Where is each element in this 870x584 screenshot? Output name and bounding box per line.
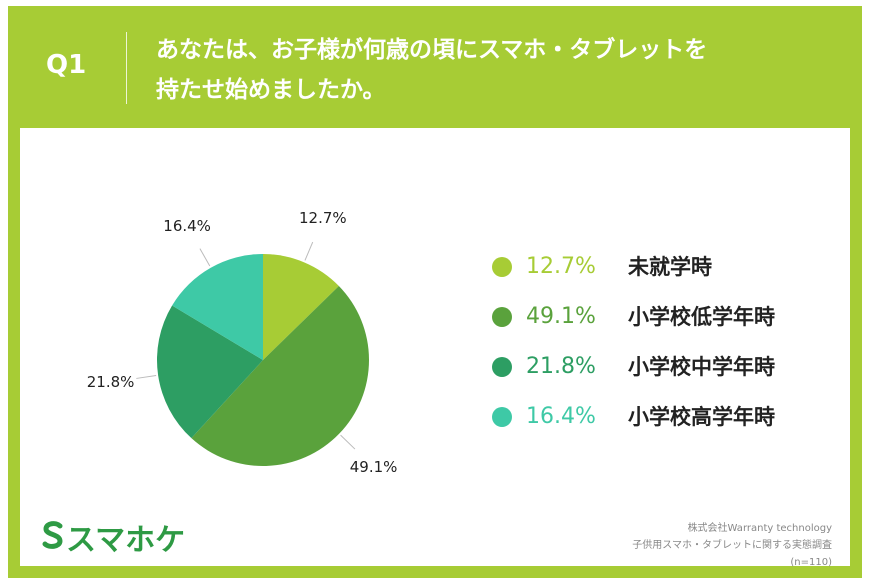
- pie-slice: [191, 285, 370, 467]
- logo-text: スマホケ: [66, 523, 186, 558]
- legend-label: 小学校高学年時: [628, 405, 775, 429]
- leader-line: [340, 434, 356, 450]
- legend-swatch: [492, 357, 512, 377]
- leader-line: [199, 248, 211, 267]
- legend-item: 49.1% 小学校低学年時: [492, 302, 812, 332]
- slice-label: 12.7%: [299, 209, 347, 227]
- legend-label: 小学校低学年時: [628, 305, 775, 329]
- legend-swatch: [492, 307, 512, 327]
- legend-value: 49.1%: [526, 304, 596, 329]
- legend-swatch: [492, 407, 512, 427]
- header-divider: [126, 32, 127, 104]
- legend-item: 21.8% 小学校中学年時: [492, 352, 812, 382]
- pie-slice: [157, 305, 263, 439]
- source-sample: (n=110): [790, 557, 832, 568]
- question-line-2: 持たせ始めましたか。: [156, 77, 386, 103]
- legend-value: 21.8%: [526, 354, 596, 379]
- legend-value: 16.4%: [526, 404, 596, 429]
- slice-label: 21.8%: [87, 373, 135, 391]
- source-note: 株式会社Warranty technology 子供用スマホ・タブレットに関する…: [632, 520, 832, 571]
- pie-slice: [263, 254, 339, 360]
- question-header: Q1 あなたは、お子様が何歳の頃にスマホ・タブレットを 持たせ始めましたか。: [8, 6, 862, 128]
- leader-line: [136, 375, 157, 379]
- legend-value: 12.7%: [526, 254, 596, 279]
- source-company: 株式会社Warranty technology: [687, 523, 832, 534]
- slice-label: 49.1%: [350, 458, 398, 476]
- question-line-1: あなたは、お子様が何歳の頃にスマホ・タブレットを: [156, 37, 708, 63]
- leader-line: [304, 241, 314, 261]
- question-text: あなたは、お子様が何歳の頃にスマホ・タブレットを 持たせ始めましたか。: [156, 30, 836, 110]
- pie-slice: [172, 254, 263, 360]
- slice-label: 16.4%: [163, 217, 211, 235]
- chart-panel: 12.7% 49.1% 21.8% 16.4% 12.7% 未就学時 49.1% 小学…: [20, 128, 850, 568]
- legend-swatch: [492, 257, 512, 277]
- chart-frame: Q1 あなたは、お子様が何歳の頃にスマホ・タブレットを 持たせ始めましたか。 1…: [8, 6, 862, 578]
- source-survey: 子供用スマホ・タブレットに関する実態調査: [632, 540, 832, 551]
- legend-label: 小学校中学年時: [628, 355, 775, 379]
- pie-chart: 12.7% 49.1% 21.8% 16.4%: [87, 209, 398, 476]
- legend-item: 16.4% 小学校高学年時: [492, 402, 812, 432]
- legend-item: 12.7% 未就学時: [492, 252, 812, 282]
- legend-label: 未就学時: [628, 255, 712, 279]
- logo-s-icon: [42, 521, 63, 549]
- question-number: Q1: [46, 50, 87, 80]
